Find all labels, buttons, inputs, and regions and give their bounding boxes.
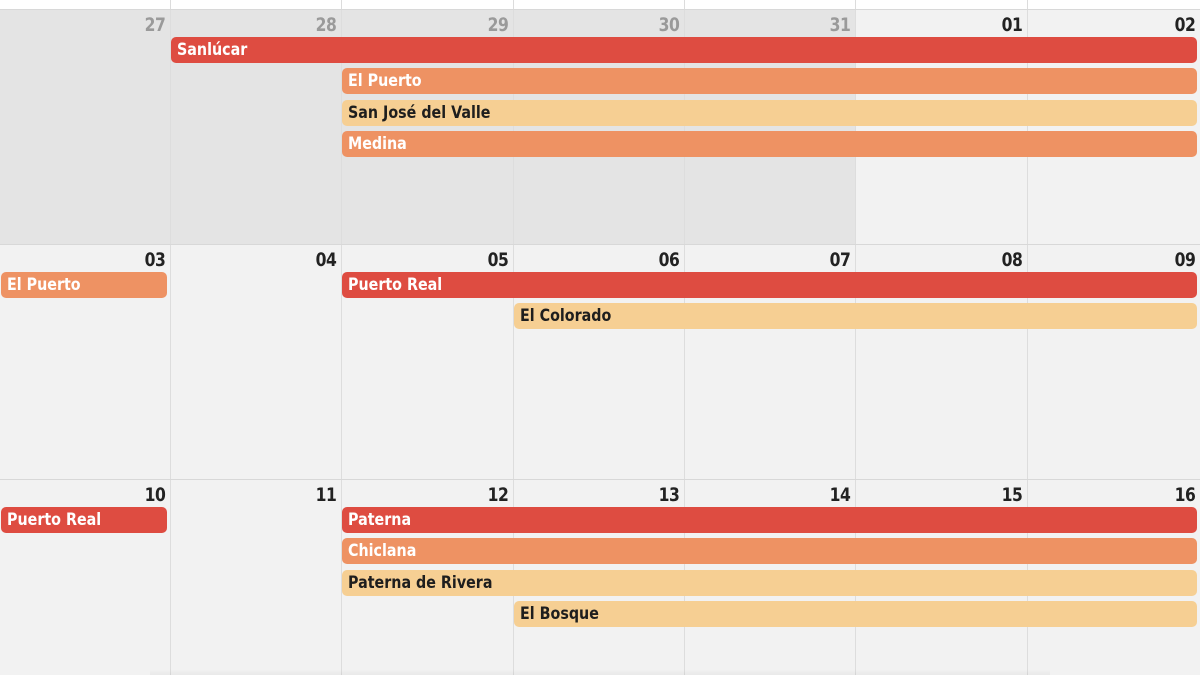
day-number: 01 xyxy=(1001,14,1022,36)
day-number: 28 xyxy=(315,14,336,36)
day-number: 16 xyxy=(1174,484,1195,506)
event-label: El Puerto xyxy=(348,71,422,92)
event-label: Sanlúcar xyxy=(177,40,248,60)
event-label: Puerto Real xyxy=(348,275,443,295)
scroll-shadow xyxy=(150,669,1050,675)
event-label: Medina xyxy=(348,133,407,154)
day-number: 13 xyxy=(658,484,679,506)
day-cell[interactable]: 27 xyxy=(0,10,170,244)
column-divider xyxy=(513,0,514,9)
day-number: 14 xyxy=(829,484,850,506)
event-label: Paterna xyxy=(348,510,412,530)
event-bar[interactable]: San José del Valle xyxy=(342,99,1197,126)
event-bar[interactable]: El Colorado xyxy=(514,303,1197,330)
event-bar[interactable]: Sanlúcar xyxy=(171,37,1197,63)
column-divider xyxy=(855,0,856,9)
event-bar[interactable]: Medina xyxy=(342,130,1197,157)
event-label: El Bosque xyxy=(520,603,599,624)
event-label: Puerto Real xyxy=(7,510,102,530)
day-number: 08 xyxy=(1001,249,1022,271)
day-number: 27 xyxy=(144,14,165,36)
event-label: El Puerto xyxy=(7,275,81,295)
day-number: 06 xyxy=(658,249,679,271)
event-bar[interactable]: Chiclana xyxy=(342,538,1197,565)
event-bar[interactable]: El Puerto xyxy=(342,68,1197,95)
day-number: 31 xyxy=(829,14,850,36)
day-number: 12 xyxy=(487,484,508,506)
day-cell[interactable]: 04 xyxy=(170,245,341,479)
day-number: 11 xyxy=(315,484,336,506)
event-label: San José del Valle xyxy=(348,102,491,123)
event-bar[interactable]: El Puerto xyxy=(1,272,167,298)
event-bar[interactable]: Puerto Real xyxy=(342,272,1197,298)
event-bar[interactable]: Paterna xyxy=(342,507,1197,533)
day-number: 04 xyxy=(315,249,336,271)
week-row: 03 04 05 06 07 08 09 El Puerto Puerto Real El Col… xyxy=(0,244,1200,479)
day-number: 09 xyxy=(1174,249,1195,271)
week-row: 27 28 29 30 31 01 02 Sanlúcar El Puerto San José … xyxy=(0,9,1200,244)
previous-week-strip xyxy=(0,0,1200,9)
day-cell[interactable]: 11 xyxy=(170,480,341,675)
column-divider xyxy=(341,0,342,9)
event-bar[interactable]: Puerto Real xyxy=(1,507,167,533)
event-bar[interactable]: El Bosque xyxy=(514,600,1197,627)
day-number: 10 xyxy=(144,484,165,506)
week-row: 10 11 12 13 14 15 16 Puerto Real Paterna Chiclana… xyxy=(0,479,1200,675)
column-divider xyxy=(684,0,685,9)
day-number: 05 xyxy=(487,249,508,271)
day-number: 15 xyxy=(1001,484,1022,506)
event-label: Chiclana xyxy=(348,541,417,562)
day-number: 29 xyxy=(487,14,508,36)
day-number: 02 xyxy=(1174,14,1195,36)
column-divider xyxy=(170,0,171,9)
day-number: 30 xyxy=(658,14,679,36)
day-number: 03 xyxy=(144,249,165,271)
event-bar[interactable]: Paterna de Rivera xyxy=(342,569,1197,596)
event-label: El Colorado xyxy=(520,306,612,327)
column-divider xyxy=(1027,0,1028,9)
event-label: Paterna de Rivera xyxy=(348,572,493,593)
day-number: 07 xyxy=(829,249,850,271)
